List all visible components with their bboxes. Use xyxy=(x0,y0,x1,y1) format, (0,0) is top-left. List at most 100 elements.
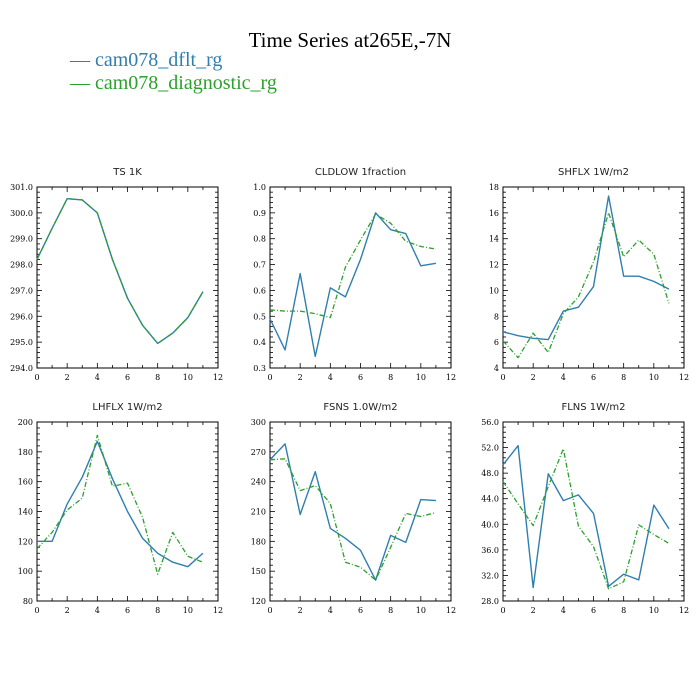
y-tick-label: 294.0 xyxy=(10,364,33,373)
x-tick-label: 4 xyxy=(95,373,100,382)
x-tick-label: 4 xyxy=(95,606,100,615)
y-tick-label: 301.0 xyxy=(10,183,33,192)
series-line-diagnostic xyxy=(502,448,670,590)
x-tick-label: 12 xyxy=(679,373,689,382)
series-line-diagnostic xyxy=(269,213,437,319)
x-tick-label: 4 xyxy=(561,606,566,615)
x-tick-label: 4 xyxy=(561,373,566,382)
y-tick-label: 0.5 xyxy=(253,312,266,321)
x-tick-label: 2 xyxy=(531,606,536,615)
x-tick-label: 12 xyxy=(446,373,456,382)
y-tick-label: 80 xyxy=(23,597,33,606)
y-tick-label: 4 xyxy=(494,364,499,373)
legend-swatch-dflt: — xyxy=(70,49,95,71)
y-tick-label: 14 xyxy=(489,235,499,244)
x-tick-label: 6 xyxy=(125,606,130,615)
x-tick-label: 0 xyxy=(500,373,505,382)
y-tick-label: 40.0 xyxy=(481,520,499,529)
x-tick-label: 6 xyxy=(591,373,596,382)
legend-entry-diagnostic: — cam078_diagnostic_rg xyxy=(70,72,277,95)
x-tick-label: 4 xyxy=(328,606,333,615)
y-tick-label: 140 xyxy=(18,508,33,517)
y-tick-label: 300.0 xyxy=(10,209,33,218)
y-tick-label: 120 xyxy=(251,597,266,606)
x-tick-label: 0 xyxy=(500,606,505,615)
y-tick-label: 6 xyxy=(494,338,499,347)
x-tick-label: 10 xyxy=(649,606,659,615)
x-tick-label: 0 xyxy=(34,373,39,382)
y-tick-label: 28.0 xyxy=(481,597,499,606)
y-tick-label: 295.0 xyxy=(10,338,33,347)
series-line-dflt xyxy=(269,443,436,581)
x-tick-label: 8 xyxy=(155,606,160,615)
series-line-dflt xyxy=(502,444,670,589)
y-tick-label: 0.9 xyxy=(253,209,266,218)
series-line-diagnostic xyxy=(36,197,204,345)
chart-title: Time Series at265E,-7N xyxy=(248,28,452,52)
x-tick-label: 10 xyxy=(183,373,193,382)
y-tick-label: 0.6 xyxy=(253,286,266,295)
x-tick-label: 10 xyxy=(416,606,426,615)
series-line-dflt xyxy=(37,440,204,568)
x-tick-label: 10 xyxy=(416,373,426,382)
x-tick-label: 2 xyxy=(65,606,70,615)
x-tick-label: 12 xyxy=(213,606,223,615)
series-line-dflt xyxy=(502,195,670,341)
x-tick-label: 8 xyxy=(621,373,626,382)
y-tick-label: 270 xyxy=(251,448,266,457)
panel-title: FSNS 1.0W/m2 xyxy=(323,402,397,413)
x-tick-label: 8 xyxy=(388,373,393,382)
x-tick-label: 6 xyxy=(358,606,363,615)
x-tick-label: 0 xyxy=(267,606,272,615)
x-tick-label: 12 xyxy=(679,606,689,615)
y-tick-label: 1.0 xyxy=(253,183,266,192)
x-tick-label: 8 xyxy=(621,606,626,615)
plot-frame xyxy=(502,421,685,602)
panel-title: FLNS 1W/m2 xyxy=(561,402,625,413)
y-tick-label: 0.3 xyxy=(253,364,266,373)
y-tick-label: 36.0 xyxy=(481,546,499,555)
series-line-diagnostic xyxy=(269,458,437,581)
series-line-diagnostic xyxy=(36,434,204,575)
x-tick-label: 12 xyxy=(446,606,456,615)
legend-label-diagnostic: cam078_diagnostic_rg xyxy=(95,72,277,94)
y-tick-label: 0.4 xyxy=(253,338,266,347)
y-tick-label: 300 xyxy=(251,418,266,427)
y-tick-label: 56.0 xyxy=(481,418,499,427)
x-tick-label: 6 xyxy=(125,373,130,382)
panel-5: FLNS 1W/m2 0 2 4 6 8 10 12 28.0 32.0 36.0 40.0 44.0 4… xyxy=(481,402,689,615)
y-tick-label: 18 xyxy=(489,183,499,192)
plot-frame xyxy=(502,186,685,369)
panel-4: FSNS 1.0W/m2 0 2 4 6 8 10 12 120 150 180 210 240 270 3… xyxy=(251,402,456,615)
panel-1: CLDLOW 1fraction 0 2 4 6 8 10 12 0.3 0.4 0.5 0.6 0.7… xyxy=(253,167,456,382)
y-tick-label: 44.0 xyxy=(481,495,499,504)
x-tick-label: 2 xyxy=(65,373,70,382)
legend-swatch-diagnostic: — xyxy=(70,72,95,94)
x-tick-label: 8 xyxy=(155,373,160,382)
y-tick-label: 10 xyxy=(489,286,499,295)
panel-3: LHFLX 1W/m2 0 2 4 6 8 10 12 80 100 120 140 160 180 200 xyxy=(18,402,223,615)
y-tick-label: 296.0 xyxy=(10,312,33,321)
panel-0: TS 1K 0 2 4 6 8 10 12 294.0 295.0 296.0 297.0 298.0 2… xyxy=(10,167,223,382)
y-tick-label: 180 xyxy=(251,537,266,546)
y-tick-label: 299.0 xyxy=(10,235,33,244)
y-tick-label: 0.7 xyxy=(253,261,266,270)
y-tick-label: 0.8 xyxy=(253,235,266,244)
y-tick-label: 160 xyxy=(18,478,33,487)
series-line-dflt xyxy=(36,197,204,345)
x-tick-label: 0 xyxy=(34,606,39,615)
y-tick-label: 210 xyxy=(251,508,266,517)
y-tick-label: 150 xyxy=(251,567,266,576)
y-tick-label: 180 xyxy=(18,448,33,457)
x-tick-label: 2 xyxy=(531,373,536,382)
y-tick-label: 32.0 xyxy=(481,571,499,580)
y-tick-label: 100 xyxy=(18,567,33,576)
y-tick-label: 200 xyxy=(18,418,33,427)
panel-title: CLDLOW 1fraction xyxy=(315,167,406,178)
y-tick-label: 120 xyxy=(18,537,33,546)
x-tick-label: 2 xyxy=(298,606,303,615)
plot-frame xyxy=(269,421,452,602)
y-tick-label: 12 xyxy=(489,261,499,270)
legend-label-dflt: cam078_dflt_rg xyxy=(95,49,223,71)
